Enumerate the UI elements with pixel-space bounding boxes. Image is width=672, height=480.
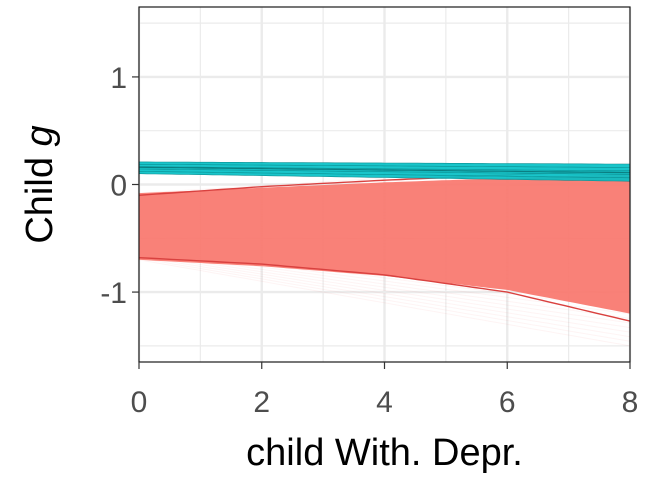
y-axis-title: Child g	[19, 125, 61, 243]
y-axis-title-italic: g	[19, 125, 61, 146]
x-tick-label: 6	[499, 386, 516, 419]
draw-line-red	[138, 252, 631, 329]
red-band	[139, 173, 630, 314]
draw-line-red	[138, 259, 631, 347]
x-tick-label: 8	[622, 386, 639, 419]
draw-line-red	[138, 257, 631, 342]
plot-marks	[138, 161, 631, 347]
y-axis: -1 0 1	[100, 62, 139, 310]
draw-line-teal	[138, 173, 631, 182]
draw-line-teal	[139, 164, 631, 168]
x-tick-label: 0	[131, 386, 148, 419]
x-axis-title: child With. Depr.	[246, 432, 523, 474]
y-axis-title-text: Child	[19, 146, 61, 243]
red-ci-lower-line	[138, 257, 631, 322]
y-tick-label: -1	[100, 277, 127, 310]
draw-line-teal	[139, 161, 631, 165]
draw-line-teal	[138, 171, 631, 179]
x-tick-label: 2	[253, 386, 270, 419]
y-tick-label: 1	[110, 62, 127, 95]
draw-line-red	[138, 254, 631, 333]
draw-line-red	[138, 256, 631, 338]
draw-line-teal	[138, 166, 630, 172]
y-tick-label: 0	[110, 170, 127, 203]
teal-center-line	[138, 166, 631, 174]
x-axis: 0 2 4 6 8	[131, 362, 639, 419]
draw-line-teal	[138, 168, 631, 175]
x-tick-label: 4	[376, 386, 393, 419]
